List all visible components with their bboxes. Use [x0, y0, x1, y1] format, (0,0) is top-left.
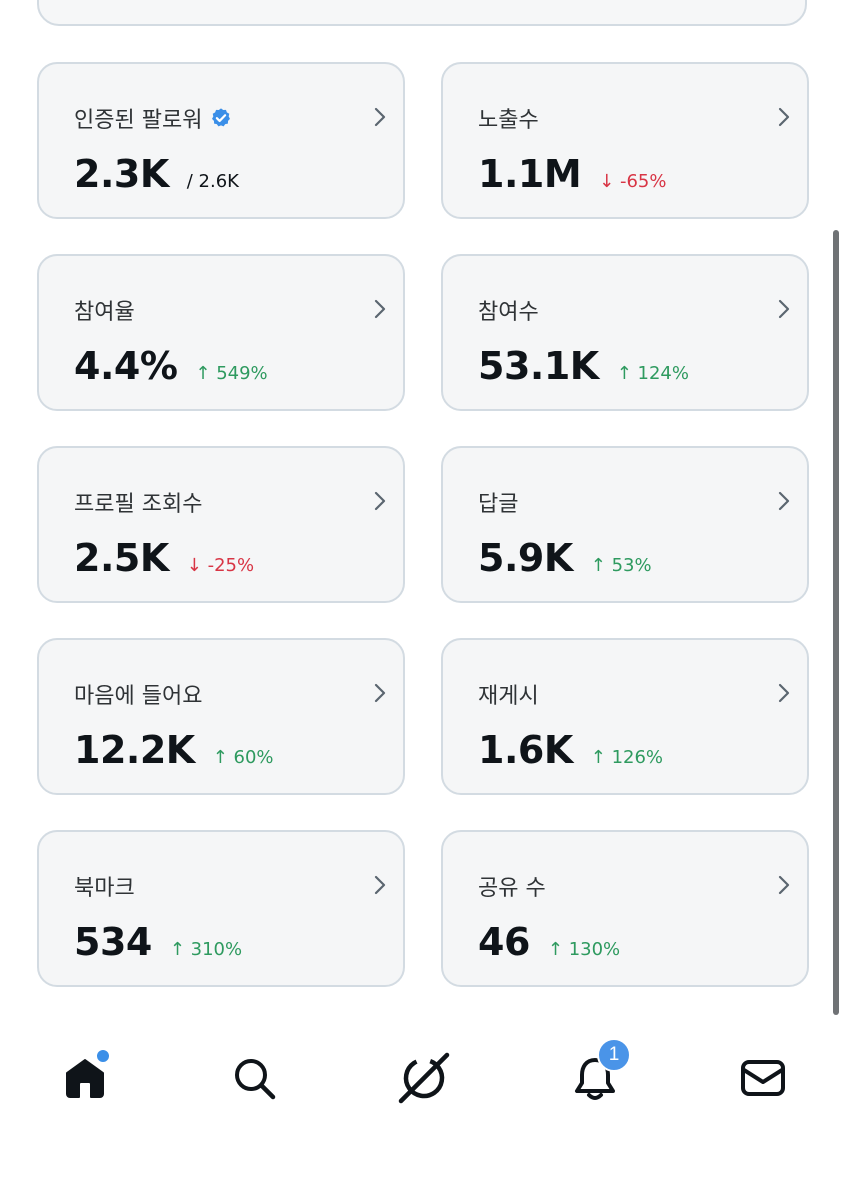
messages-icon [741, 1060, 785, 1096]
chevron-right-icon [778, 683, 790, 703]
card-value: 46 [478, 920, 530, 964]
chevron-right-icon [374, 491, 386, 511]
chevron-right-icon [778, 491, 790, 511]
card-value-row: 2.5K ↓ -25% [74, 536, 254, 580]
card-value: 2.5K [74, 536, 169, 580]
card-value-row: 1.1M ↓ -65% [478, 152, 666, 196]
chevron-right-icon [778, 107, 790, 127]
card-label-text: 답글 [478, 492, 519, 517]
card-label-text: 마음에 들어요 [74, 684, 203, 709]
notification-badge: 1 [597, 1038, 631, 1072]
card-label-text: 참여율 [74, 300, 135, 325]
card-label: 답글 [478, 486, 518, 518]
card-value-row: 1.6K ↑ 126% [478, 728, 663, 772]
metric-card-profile-visits[interactable]: 프로필 조회수 2.5K ↓ -25% [37, 446, 405, 603]
card-label-text: 공유 수 [478, 876, 546, 901]
card-value: 534 [74, 920, 152, 964]
card-value-row: 2.3K / 2.6K [74, 152, 239, 196]
card-value-row: 5.9K ↑ 53% [478, 536, 652, 580]
card-label: 마음에 들어요 [74, 678, 202, 710]
card-value-row: 12.2K ↑ 60% [74, 728, 274, 772]
metric-card-reposts[interactable]: 재게시 1.6K ↑ 126% [441, 638, 809, 795]
card-label: 참여수 [478, 294, 539, 326]
card-total: / 2.6K [186, 171, 239, 192]
card-value: 2.3K [74, 152, 169, 196]
card-change: ↑ 549% [195, 363, 268, 384]
card-value: 1.1M [478, 152, 582, 196]
verified-badge-icon [212, 108, 231, 127]
card-change: ↓ -25% [186, 555, 255, 576]
card-label-text: 참여수 [478, 300, 539, 325]
card-value-row: 53.1K ↑ 124% [478, 344, 689, 388]
card-change: ↑ 60% [212, 747, 274, 768]
card-label: 인증된 팔로워 [74, 102, 232, 134]
bottom-nav: 1 [0, 1030, 846, 1130]
card-change: ↑ 130% [547, 939, 621, 960]
grok-icon [398, 1052, 450, 1104]
nav-grok[interactable] [394, 1048, 454, 1108]
chevron-right-icon [374, 683, 386, 703]
chevron-right-icon [374, 299, 386, 319]
card-label: 프로필 조회수 [74, 486, 202, 518]
metric-card-likes[interactable]: 마음에 들어요 12.2K ↑ 60% [37, 638, 405, 795]
card-change: ↑ 53% [590, 555, 652, 576]
card-value: 4.4% [74, 344, 178, 388]
metric-card-engagement-rate[interactable]: 참여율 4.4% ↑ 549% [37, 254, 405, 411]
search-icon [235, 1059, 276, 1100]
nav-search[interactable] [224, 1048, 284, 1108]
card-label-text: 프로필 조회수 [74, 492, 203, 517]
card-change: ↑ 126% [590, 747, 664, 768]
chevron-right-icon [374, 875, 386, 895]
card-label: 재게시 [478, 678, 539, 710]
metric-card-impressions[interactable]: 노출수 1.1M ↓ -65% [441, 62, 809, 219]
home-icon [66, 1059, 104, 1098]
card-value-row: 4.4% ↑ 549% [74, 344, 268, 388]
unread-dot [95, 1048, 111, 1064]
card-label-text: 재게시 [478, 684, 539, 709]
card-label-text: 북마크 [74, 876, 135, 901]
card-value: 53.1K [478, 344, 599, 388]
card-change: ↓ -65% [599, 171, 667, 192]
scrollbar[interactable] [833, 230, 839, 1015]
metric-card-bookmarks[interactable]: 북마크 534 ↑ 310% [37, 830, 405, 987]
card-change: ↑ 124% [616, 363, 689, 384]
chevron-right-icon [374, 107, 386, 127]
card-label: 공유 수 [478, 870, 546, 902]
metric-card-shares[interactable]: 공유 수 46 ↑ 130% [441, 830, 809, 987]
nav-notifications[interactable]: 1 [565, 1038, 631, 1108]
chevron-right-icon [778, 299, 790, 319]
chevron-right-icon [778, 875, 790, 895]
card-label: 북마크 [74, 870, 135, 902]
metric-card-verified-followers[interactable]: 인증된 팔로워 2.3K / 2.6K [37, 62, 405, 219]
previous-card-partial [37, 0, 807, 26]
card-label-text: 노출수 [478, 108, 539, 133]
nav-messages[interactable] [733, 1048, 793, 1108]
metric-card-replies[interactable]: 답글 5.9K ↑ 53% [441, 446, 809, 603]
card-value: 1.6K [478, 728, 573, 772]
metric-card-engagements[interactable]: 참여수 53.1K ↑ 124% [441, 254, 809, 411]
card-label: 노출수 [478, 102, 539, 134]
card-value: 12.2K [74, 728, 195, 772]
card-value-row: 46 ↑ 130% [478, 920, 620, 964]
card-change: ↑ 310% [169, 939, 243, 960]
card-label: 참여율 [74, 294, 135, 326]
card-value-row: 534 ↑ 310% [74, 920, 242, 964]
card-label-text: 인증된 팔로워 [74, 108, 203, 133]
card-value: 5.9K [478, 536, 573, 580]
nav-home[interactable] [55, 1048, 115, 1108]
